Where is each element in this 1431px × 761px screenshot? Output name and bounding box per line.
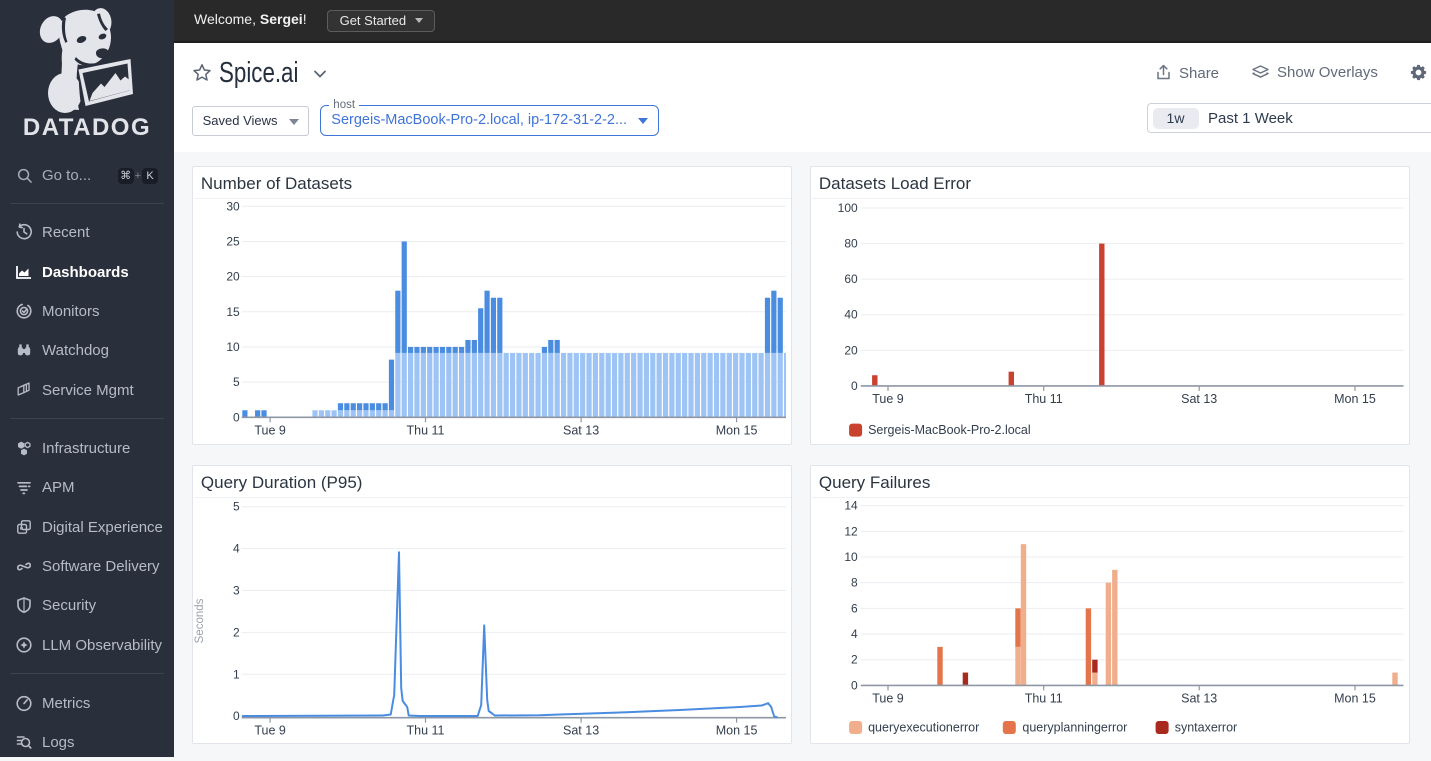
svg-text:Seconds: Seconds xyxy=(194,598,206,643)
svg-text:Mon 15: Mon 15 xyxy=(716,724,758,738)
svg-text:0: 0 xyxy=(233,411,240,425)
svg-text:syntaxerror: syntaxerror xyxy=(1175,721,1238,735)
svg-text:Mon 15: Mon 15 xyxy=(1334,691,1376,705)
svg-text:0: 0 xyxy=(851,379,858,393)
svg-text:20: 20 xyxy=(845,344,859,358)
svg-text:Thu 11: Thu 11 xyxy=(407,424,445,438)
svg-text:Tue 9: Tue 9 xyxy=(255,724,287,738)
svg-text:60: 60 xyxy=(845,273,859,287)
svg-text:Sergeis-MacBook-Pro-2.local: Sergeis-MacBook-Pro-2.local xyxy=(868,423,1031,437)
svg-text:10: 10 xyxy=(227,340,241,354)
svg-text:Mon 15: Mon 15 xyxy=(1334,392,1376,406)
svg-text:1: 1 xyxy=(233,667,240,681)
svg-text:2: 2 xyxy=(851,653,858,667)
svg-text:80: 80 xyxy=(845,237,859,251)
svg-text:Sat 13: Sat 13 xyxy=(1181,691,1217,705)
svg-text:Sat 13: Sat 13 xyxy=(563,724,599,738)
svg-text:6: 6 xyxy=(851,601,858,615)
svg-text:Mon 15: Mon 15 xyxy=(716,424,758,438)
svg-text:10: 10 xyxy=(845,550,859,564)
svg-text:4: 4 xyxy=(851,627,858,641)
svg-text:5: 5 xyxy=(233,376,240,390)
svg-text:4: 4 xyxy=(233,542,240,556)
svg-text:queryexecutionerror: queryexecutionerror xyxy=(868,721,979,735)
svg-text:2: 2 xyxy=(233,625,240,639)
svg-text:Sat 13: Sat 13 xyxy=(1181,392,1217,406)
svg-text:0: 0 xyxy=(851,678,858,692)
svg-text:100: 100 xyxy=(838,201,858,215)
svg-text:Thu 11: Thu 11 xyxy=(1025,691,1063,705)
svg-text:3: 3 xyxy=(233,584,240,598)
svg-text:Tue 9: Tue 9 xyxy=(873,392,905,406)
svg-text:40: 40 xyxy=(845,308,859,322)
svg-text:Thu 11: Thu 11 xyxy=(1025,392,1063,406)
svg-text:8: 8 xyxy=(851,576,858,590)
svg-text:0: 0 xyxy=(233,709,240,723)
svg-text:Thu 11: Thu 11 xyxy=(407,724,445,738)
svg-text:14: 14 xyxy=(845,499,859,513)
svg-text:queryplanningerror: queryplanningerror xyxy=(1023,721,1128,735)
svg-text:Tue 9: Tue 9 xyxy=(873,691,905,705)
svg-text:20: 20 xyxy=(227,270,241,284)
svg-text:5: 5 xyxy=(233,500,240,514)
svg-text:12: 12 xyxy=(845,524,859,538)
svg-text:30: 30 xyxy=(227,200,241,214)
svg-text:15: 15 xyxy=(227,305,241,319)
svg-text:Sat 13: Sat 13 xyxy=(563,424,599,438)
svg-text:25: 25 xyxy=(227,235,241,249)
svg-text:Tue 9: Tue 9 xyxy=(255,424,287,438)
